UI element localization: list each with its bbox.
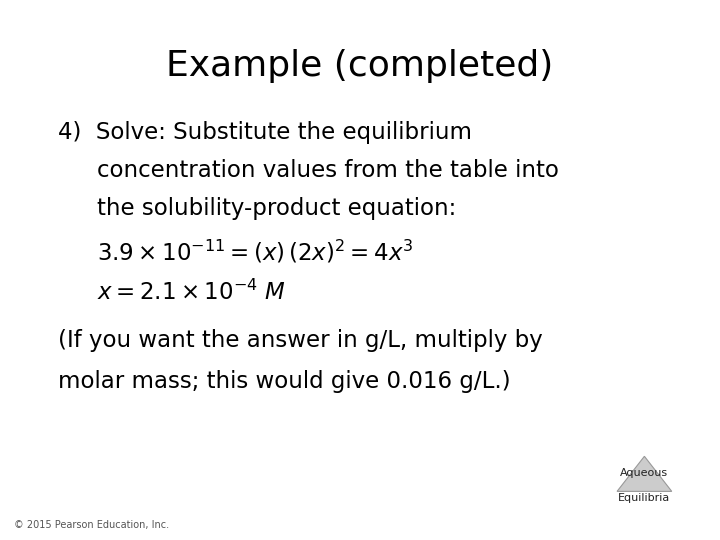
Text: concentration values from the table into: concentration values from the table into xyxy=(97,159,559,183)
Text: Aqueous: Aqueous xyxy=(621,468,668,478)
Text: (If you want the answer in g/L, multiply by: (If you want the answer in g/L, multiply… xyxy=(58,329,542,353)
Text: Example (completed): Example (completed) xyxy=(166,49,554,83)
Text: © 2015 Pearson Education, Inc.: © 2015 Pearson Education, Inc. xyxy=(14,520,169,530)
Text: $x = 2.1 \times 10^{-4}\ \mathit{M}$: $x = 2.1 \times 10^{-4}\ \mathit{M}$ xyxy=(97,280,286,305)
Text: the solubility-product equation:: the solubility-product equation: xyxy=(97,197,456,220)
Text: 4)  Solve: Substitute the equilibrium: 4) Solve: Substitute the equilibrium xyxy=(58,122,472,145)
Text: Equilibria: Equilibria xyxy=(618,493,670,503)
Text: $3.9 \times 10^{-11} = (x)\,(2x)^{2} = 4x^{3}$: $3.9 \times 10^{-11} = (x)\,(2x)^{2} = 4… xyxy=(97,239,413,266)
Polygon shape xyxy=(617,456,672,491)
Text: molar mass; this would give 0.016 g/L.): molar mass; this would give 0.016 g/L.) xyxy=(58,370,510,393)
